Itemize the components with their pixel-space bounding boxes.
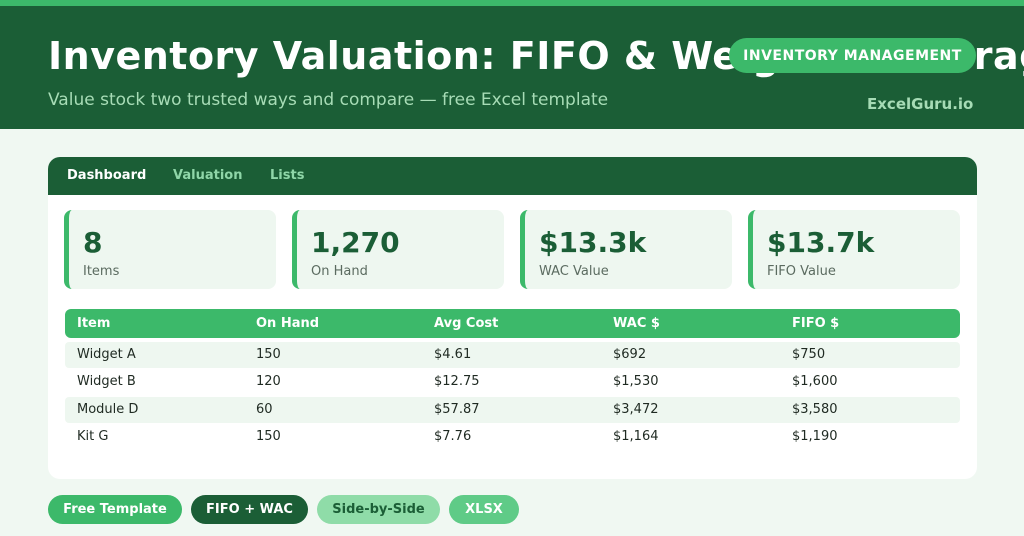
tab-dashboard[interactable]: Dashboard bbox=[67, 168, 147, 183]
kpi-card-fifo-value: $13.7k FIFO Value bbox=[748, 210, 960, 289]
kpi-label: On Hand bbox=[311, 264, 368, 279]
cell-item: Widget B bbox=[77, 374, 136, 389]
cell-item: Widget A bbox=[77, 347, 136, 362]
kpi-label: Items bbox=[83, 264, 120, 279]
cell-wac: $692 bbox=[613, 347, 647, 362]
cell-on-hand: 150 bbox=[256, 347, 281, 362]
cell-wac: $3,472 bbox=[613, 402, 659, 417]
column-header-fifo: FIFO $ bbox=[792, 316, 840, 331]
table-row: Widget A 150 $4.61 $692 $750 bbox=[65, 342, 960, 368]
kpi-value: 8 bbox=[83, 226, 103, 259]
tag-xlsx: XLSX bbox=[449, 495, 519, 524]
cell-on-hand: 120 bbox=[256, 374, 281, 389]
dashboard-panel: Dashboard Valuation Lists 8 Items 1,270 … bbox=[48, 157, 977, 479]
table-row: Widget B 120 $12.75 $1,530 $1,600 bbox=[65, 369, 960, 395]
page-subtitle: Value stock two trusted ways and compare… bbox=[48, 90, 609, 110]
kpi-label: FIFO Value bbox=[767, 264, 836, 279]
cell-avg-cost: $4.61 bbox=[434, 347, 472, 362]
brand-name: ExcelGuru.io bbox=[867, 95, 974, 113]
cell-fifo: $750 bbox=[792, 347, 826, 362]
cell-avg-cost: $57.87 bbox=[434, 402, 480, 417]
tag-side-by-side: Side-by-Side bbox=[317, 495, 440, 524]
column-header-on-hand: On Hand bbox=[256, 316, 320, 331]
cell-item: Kit G bbox=[77, 429, 109, 444]
kpi-value: $13.3k bbox=[539, 226, 647, 259]
cell-fifo: $1,600 bbox=[792, 374, 838, 389]
kpi-value: $13.7k bbox=[767, 226, 875, 259]
kpi-value: 1,270 bbox=[311, 226, 400, 259]
cell-item: Module D bbox=[77, 402, 139, 417]
table-row: Kit G 150 $7.76 $1,164 $1,190 bbox=[65, 424, 960, 450]
column-header-wac: WAC $ bbox=[613, 316, 660, 331]
column-header-item: Item bbox=[77, 316, 111, 331]
cell-on-hand: 60 bbox=[256, 402, 273, 417]
top-accent-stripe bbox=[0, 0, 1024, 6]
cell-wac: $1,164 bbox=[613, 429, 659, 444]
tab-valuation[interactable]: Valuation bbox=[173, 168, 243, 183]
cell-wac: $1,530 bbox=[613, 374, 659, 389]
kpi-card-on-hand: 1,270 On Hand bbox=[292, 210, 504, 289]
cell-avg-cost: $7.76 bbox=[434, 429, 472, 444]
table-header: Item On Hand Avg Cost WAC $ FIFO $ bbox=[65, 309, 960, 338]
cell-avg-cost: $12.75 bbox=[434, 374, 480, 389]
table-row: Module D 60 $57.87 $3,472 $3,580 bbox=[65, 397, 960, 423]
category-badge: INVENTORY MANAGEMENT bbox=[729, 38, 976, 73]
tag-free-template: Free Template bbox=[48, 495, 182, 524]
cell-fifo: $3,580 bbox=[792, 402, 838, 417]
kpi-card-wac-value: $13.3k WAC Value bbox=[520, 210, 732, 289]
tag-fifo-wac: FIFO + WAC bbox=[191, 495, 308, 524]
kpi-card-items: 8 Items bbox=[64, 210, 276, 289]
kpi-label: WAC Value bbox=[539, 264, 609, 279]
tab-lists[interactable]: Lists bbox=[270, 168, 305, 183]
column-header-avg-cost: Avg Cost bbox=[434, 316, 499, 331]
cell-on-hand: 150 bbox=[256, 429, 281, 444]
tab-bar: Dashboard Valuation Lists bbox=[48, 157, 977, 195]
cell-fifo: $1,190 bbox=[792, 429, 838, 444]
